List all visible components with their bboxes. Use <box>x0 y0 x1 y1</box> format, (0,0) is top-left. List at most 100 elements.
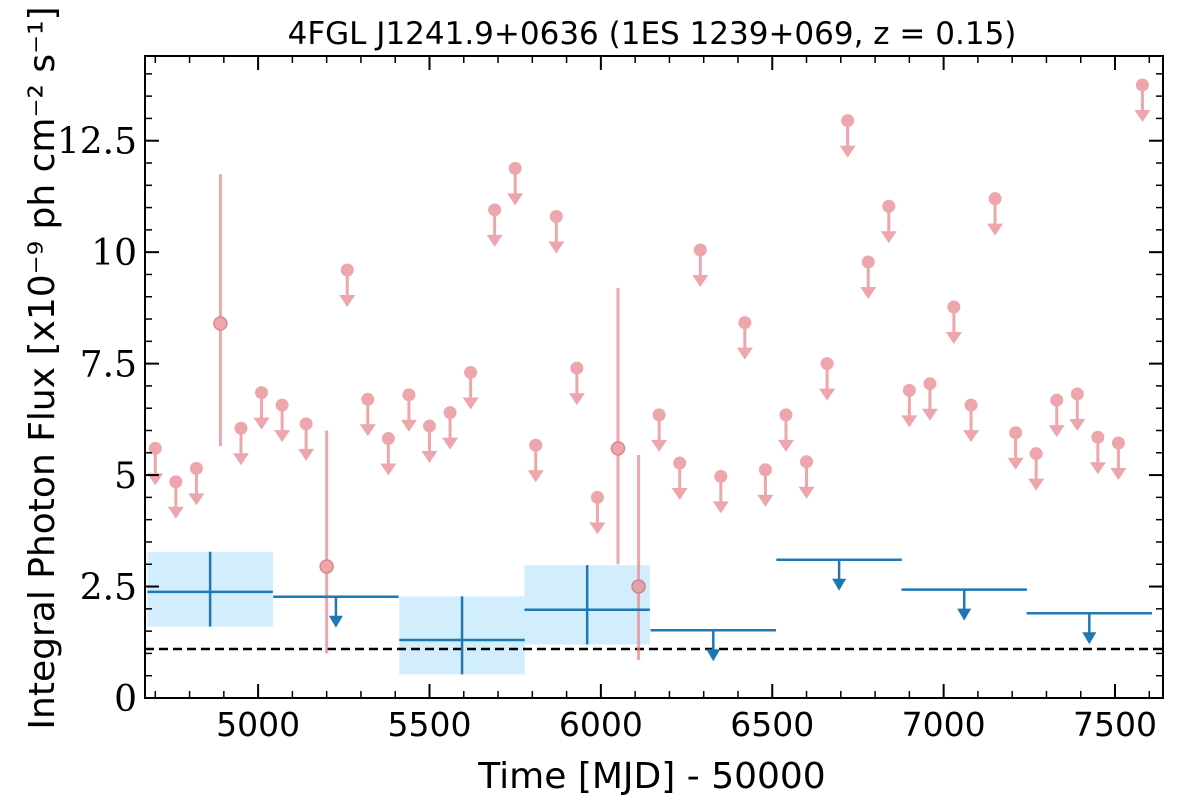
upper-limit-marker <box>673 456 687 470</box>
upper-limit-arrowhead <box>1134 109 1151 122</box>
upper-limit-arrowhead <box>421 451 438 464</box>
upper-limit-marker <box>340 263 354 277</box>
detection-marker <box>213 316 228 331</box>
upper-limit-arrowhead <box>987 223 1004 236</box>
upper-limit-arrowhead <box>692 274 709 287</box>
upper-limit-arrowhead <box>380 463 397 476</box>
short-bin-detection <box>319 430 334 654</box>
short-bin-upper-limit <box>568 361 585 406</box>
short-bin-upper-limit <box>442 406 459 450</box>
upper-limit-arrowhead <box>901 415 918 428</box>
upper-limit-marker <box>529 438 543 452</box>
upper-limit-arrowhead <box>1028 478 1045 491</box>
upper-limit-marker <box>779 408 793 422</box>
upper-limit-arrowhead <box>1110 467 1127 480</box>
short-bin-upper-limit <box>380 432 397 476</box>
short-bin-upper-limit <box>901 383 918 428</box>
upper-limit-marker <box>1029 447 1043 461</box>
upper-limit-marker <box>508 161 522 175</box>
short-bin-upper-limit <box>339 263 356 307</box>
axes: 5000 5500 6000 6500 7000 7500 0 2.5 5 7.5 10 12.5 <box>57 55 1164 744</box>
short-bin-detection <box>213 174 228 447</box>
upper-limit-arrowhead <box>798 486 815 499</box>
upper-limit-arrowhead <box>651 439 668 452</box>
upper-limit-marker <box>861 255 875 269</box>
upper-limit-arrowhead <box>298 448 315 461</box>
upper-limit-arrowhead <box>253 417 270 430</box>
upper-limit-arrowhead <box>274 430 291 443</box>
upper-limit-marker <box>923 377 937 391</box>
upper-limit-arrowhead <box>880 231 897 244</box>
short-bin-upper-limit <box>167 475 184 519</box>
upper-limit-marker <box>882 199 896 213</box>
short-bin-detection <box>610 287 626 565</box>
long-bin-detection <box>399 596 525 675</box>
x-tick-label: 6000 <box>559 705 643 744</box>
long-bin-ul-arrowhead <box>328 615 343 628</box>
upper-limit-arrowhead <box>339 295 356 307</box>
upper-limit-arrowhead <box>486 234 503 247</box>
y-axis-label: Integral Photon Flux [x10⁻⁹ ph cm⁻² s⁻¹] <box>22 6 63 729</box>
upper-limit-marker <box>443 406 457 420</box>
short-bin-upper-limit <box>1134 78 1151 122</box>
y-tick-label: 5 <box>114 456 137 497</box>
short-bin-upper-limit <box>692 243 709 287</box>
upper-limit-arrowhead <box>945 332 962 345</box>
long-bin-ul-arrowhead <box>1082 632 1097 645</box>
upper-limit-arrowhead <box>921 408 938 421</box>
upper-limit-marker <box>1135 78 1149 92</box>
short-bin-upper-limit <box>421 419 438 464</box>
upper-limit-marker <box>902 383 916 397</box>
short-bin-upper-limit <box>839 114 856 158</box>
short-bin-upper-limit <box>1007 426 1024 470</box>
short-bin-upper-limit <box>880 199 897 244</box>
short-bin-upper-limit <box>188 461 205 506</box>
upper-limit-marker <box>234 421 248 435</box>
upper-limit-marker <box>402 388 416 402</box>
short-bin-upper-limit <box>777 408 794 452</box>
short-bin-upper-limit <box>945 300 962 345</box>
short-bin-upper-limit <box>274 398 291 443</box>
upper-limit-marker <box>693 243 707 257</box>
upper-limit-arrowhead <box>819 388 836 401</box>
short-bin-upper-limit <box>671 456 688 501</box>
upper-limit-marker <box>738 316 752 330</box>
upper-limit-marker <box>189 461 203 475</box>
upper-limit-marker <box>841 114 855 128</box>
long-bin-detection <box>524 565 650 645</box>
short-bin-upper-limit <box>232 421 249 466</box>
short-bin-upper-limit <box>757 463 774 507</box>
upper-limit-marker <box>381 432 395 446</box>
upper-limit-arrowhead <box>359 424 376 437</box>
x-tick-label: 5000 <box>216 705 300 744</box>
short-bin-upper-limit <box>400 388 417 432</box>
short-bin-upper-limit <box>798 455 815 499</box>
upper-limit-marker <box>1091 430 1105 444</box>
short-bin-upper-limit <box>589 490 606 535</box>
long-bin-upper-limit <box>1026 612 1153 645</box>
short-bin-upper-limit <box>548 210 565 254</box>
upper-limit-arrowhead <box>188 493 205 506</box>
short-bin-upper-limit <box>1028 447 1045 491</box>
upper-limit-marker <box>1050 393 1064 407</box>
short-bin-upper-limit <box>921 377 938 421</box>
x-axis-label: Time [MJD] - 50000 <box>477 756 825 797</box>
upper-limit-arrowhead <box>442 437 459 450</box>
upper-limit-arrowhead <box>462 397 479 410</box>
upper-limit-arrowhead <box>777 439 794 452</box>
upper-limit-arrowhead <box>548 241 565 254</box>
short-bin-upper-limit <box>298 417 315 461</box>
long-bin-detection <box>147 551 273 627</box>
upper-limit-marker <box>1111 436 1125 450</box>
detection-marker <box>610 441 626 456</box>
short-bin-upper-limit <box>819 357 836 401</box>
upper-limit-arrowhead <box>671 488 688 501</box>
upper-limit-arrowhead <box>736 347 753 360</box>
upper-limit-arrowhead <box>712 501 729 514</box>
upper-limit-marker <box>988 192 1002 206</box>
upper-limit-marker <box>275 398 289 412</box>
short-bin-upper-limit <box>507 161 524 206</box>
y-tick-label: 10 <box>91 233 137 274</box>
upper-limit-marker <box>800 455 814 469</box>
upper-limit-arrowhead <box>963 430 980 443</box>
